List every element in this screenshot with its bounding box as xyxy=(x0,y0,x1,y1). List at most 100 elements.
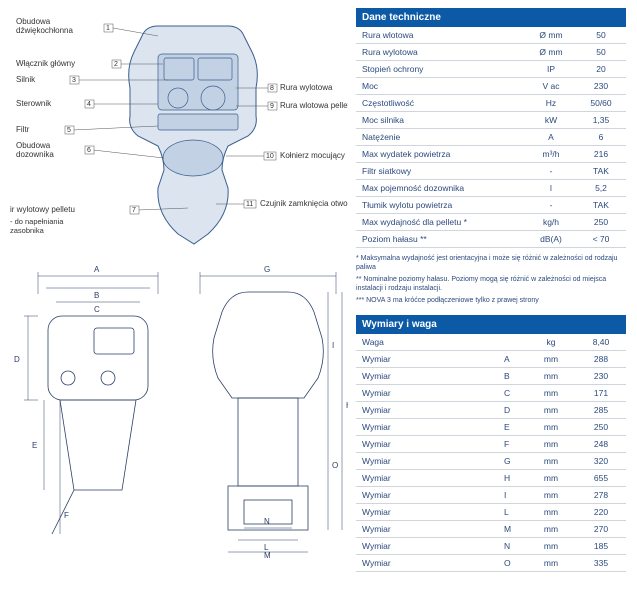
callout-num-7: 7 xyxy=(132,207,136,214)
spec-name: Częstotliwość xyxy=(356,95,526,112)
spec-name: Max wydatek powietrza xyxy=(356,146,526,163)
dim-E: E xyxy=(32,441,37,450)
callout-num-3: 3 xyxy=(72,77,76,84)
table-row: WymiarBmm230 xyxy=(356,368,626,385)
dim-name: Wymiar xyxy=(356,385,498,402)
dim-unit: mm xyxy=(526,504,576,521)
dim-G: G xyxy=(264,265,270,274)
callout-label-1: Obudowa dźwiękochłonna xyxy=(16,17,73,35)
table-row: Poziom hałasu **dB(A)< 70 xyxy=(356,231,626,248)
page-root: 1 Obudowa dźwiękochłonna 2 Włącznik głów… xyxy=(8,8,629,578)
spec-val: 50 xyxy=(576,44,626,61)
dim-letter: E xyxy=(498,419,526,436)
dim-unit: mm xyxy=(526,436,576,453)
callout-num-5: 5 xyxy=(67,127,71,134)
spec-val: 230 xyxy=(576,78,626,95)
side-view: G H I O L M xyxy=(200,265,348,558)
spec-unit: kW xyxy=(526,112,576,129)
table-row: WymiarHmm655 xyxy=(356,470,626,487)
dim-val: 655 xyxy=(576,470,626,487)
dim-letter: N xyxy=(498,538,526,555)
dim-A: A xyxy=(94,265,100,274)
dim-O: O xyxy=(332,461,338,470)
dim-letter: D xyxy=(498,402,526,419)
dim-unit: mm xyxy=(526,470,576,487)
dim-unit: mm xyxy=(526,487,576,504)
dim-unit: kg xyxy=(526,334,576,351)
table-row: Stopień ochronyIP20 xyxy=(356,61,626,78)
table-row: Tłumik wylotu powietrza-TAK xyxy=(356,197,626,214)
dim-unit: mm xyxy=(526,521,576,538)
callout-label-3: Silnik xyxy=(16,75,36,84)
dim-letter: A xyxy=(498,351,526,368)
dim-H: H xyxy=(346,401,348,410)
table-row: WymiarLmm220 xyxy=(356,504,626,521)
callout-label-5: Filtr xyxy=(16,125,30,134)
table-row: WymiarNmm185 xyxy=(356,538,626,555)
dim-val: 185 xyxy=(576,538,626,555)
spec-name: Rura wlotowa xyxy=(356,27,526,44)
spec-unit: Hz xyxy=(526,95,576,112)
dim-letter: O xyxy=(498,555,526,572)
spec-name: Max pojemność dozownika xyxy=(356,180,526,197)
callout-num-4: 4 xyxy=(87,101,91,108)
callout-num-2: 2 xyxy=(114,61,118,68)
dim-val: 220 xyxy=(576,504,626,521)
spec-unit: A xyxy=(526,129,576,146)
dim-unit: mm xyxy=(526,419,576,436)
spec-name: Moc xyxy=(356,78,526,95)
callout-num-11: 11 xyxy=(246,201,253,208)
dim-name: Wymiar xyxy=(356,436,498,453)
spec-val: < 70 xyxy=(576,231,626,248)
dim-N: N xyxy=(264,517,270,526)
footnote-2: ** Nominalne poziomy hałasu. Poziomy mog… xyxy=(356,275,626,294)
dim-letter: F xyxy=(498,436,526,453)
spec-unit: dB(A) xyxy=(526,231,576,248)
table-row: Rura wlotowaØ mm50 xyxy=(356,27,626,44)
table-row: NatężenieA6 xyxy=(356,129,626,146)
dim-letter: I xyxy=(498,487,526,504)
spec-unit: Ø mm xyxy=(526,44,576,61)
spec-name: Poziom hałasu ** xyxy=(356,231,526,248)
dim-val: 288 xyxy=(576,351,626,368)
table-row: Moc silnikakW1,35 xyxy=(356,112,626,129)
spec-val: 20 xyxy=(576,61,626,78)
dim-unit: mm xyxy=(526,368,576,385)
dim-name: Wymiar xyxy=(356,521,498,538)
tech-table: Dane techniczne Rura wlotowaØ mm50Rura w… xyxy=(356,8,626,248)
dim-name: Wymiar xyxy=(356,470,498,487)
callout-label-8: Rura wylotowa xyxy=(280,83,333,92)
table-row: Wagakg8,40 xyxy=(356,334,626,351)
dim-name: Wymiar xyxy=(356,368,498,385)
table-row: WymiarCmm171 xyxy=(356,385,626,402)
dim-val: 285 xyxy=(576,402,626,419)
spec-val: 250 xyxy=(576,214,626,231)
spec-val: 50 xyxy=(576,27,626,44)
table-row: Max pojemność dozownikal5,2 xyxy=(356,180,626,197)
spec-name: Natężenie xyxy=(356,129,526,146)
callout-label-2: Włącznik główny xyxy=(16,59,75,68)
cutaway-diagram: 1 Obudowa dźwiękochłonna 2 Włącznik głów… xyxy=(8,8,348,258)
dims-header: Wymiary i waga xyxy=(356,315,626,334)
dim-unit: mm xyxy=(526,538,576,555)
table-row: Rura wylotowaØ mm50 xyxy=(356,44,626,61)
table-row: WymiarFmm248 xyxy=(356,436,626,453)
callout-num-9: 9 xyxy=(270,103,274,110)
callout-label-10: Kołnierz mocujący xyxy=(280,151,345,160)
spec-name: Filtr siatkowy xyxy=(356,163,526,180)
dim-name: Wymiar xyxy=(356,504,498,521)
spec-name: Moc silnika xyxy=(356,112,526,129)
callout-num-10: 10 xyxy=(266,153,274,160)
callout-num-8: 8 xyxy=(270,85,274,92)
dim-unit: mm xyxy=(526,385,576,402)
spec-val: 50/60 xyxy=(576,95,626,112)
callout-sub-7: - do napełniania zasobnika xyxy=(10,217,65,235)
dim-letter xyxy=(498,334,526,351)
dim-val: 230 xyxy=(576,368,626,385)
spec-val: 5,2 xyxy=(576,180,626,197)
dim-letter: C xyxy=(498,385,526,402)
footnotes: * Maksymalna wydajność jest orientacyjna… xyxy=(356,254,626,305)
dim-I: I xyxy=(332,341,334,350)
dim-name: Wymiar xyxy=(356,402,498,419)
table-row: WymiarDmm285 xyxy=(356,402,626,419)
